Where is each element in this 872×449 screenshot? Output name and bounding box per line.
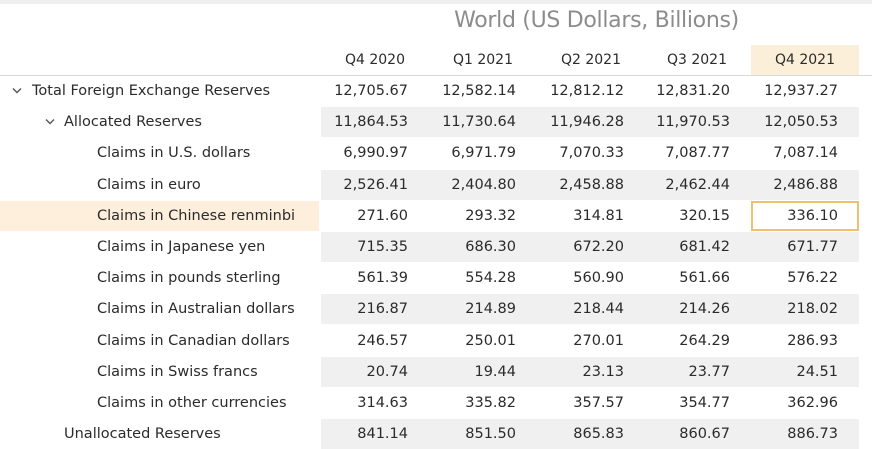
table-row: Claims in Japanese yen 715.35 686.30 672.20… bbox=[0, 232, 872, 262]
value-cell[interactable]: 11,864.53 bbox=[321, 107, 429, 138]
value-cell[interactable]: 271.60 bbox=[357, 207, 408, 224]
row-label: Unallocated Reserves bbox=[64, 426, 221, 443]
value-cell[interactable]: 314.63 bbox=[357, 395, 408, 411]
value-cell[interactable]: 214.89 bbox=[429, 294, 537, 325]
value-cell[interactable]: 2,462.44 bbox=[643, 169, 751, 200]
value-cell[interactable]: 246.57 bbox=[357, 332, 408, 349]
value-cell[interactable]: 12,705.67 bbox=[334, 83, 408, 99]
value-cell[interactable]: 7,087.14 bbox=[773, 145, 838, 162]
value-cell[interactable]: 293.32 bbox=[465, 207, 516, 224]
value-cell[interactable]: 561.39 bbox=[357, 270, 408, 287]
value-cell[interactable]: 681.42 bbox=[643, 232, 751, 262]
value-cell[interactable]: 20.74 bbox=[321, 356, 429, 387]
row-label: Claims in Swiss francs bbox=[97, 363, 258, 380]
row-label: Claims in pounds sterling bbox=[97, 270, 281, 287]
value-cell[interactable]: 841.14 bbox=[321, 419, 429, 449]
table-row: Claims in U.S. dollars 6,990.97 6,971.79 7,… bbox=[0, 138, 872, 168]
value-cell[interactable]: 851.50 bbox=[429, 419, 537, 449]
value-cell[interactable]: 560.90 bbox=[573, 270, 624, 287]
value-cell[interactable]: 320.15 bbox=[679, 207, 730, 224]
row-label: Claims in Canadian dollars bbox=[97, 332, 290, 349]
value-cell[interactable]: 561.66 bbox=[679, 270, 730, 287]
value-cell[interactable]: 19.44 bbox=[429, 356, 537, 387]
header-divider bbox=[0, 75, 872, 76]
row-label: Allocated Reserves bbox=[64, 114, 202, 131]
value-cell[interactable]: 860.67 bbox=[643, 419, 751, 449]
column-header-q4-2020[interactable]: Q4 2020 bbox=[344, 52, 405, 68]
value-cell[interactable]: 7,070.33 bbox=[559, 145, 624, 162]
column-header-q3-2021[interactable]: Q3 2021 bbox=[666, 52, 727, 68]
value-cell[interactable]: 2,458.88 bbox=[537, 169, 645, 200]
value-cell[interactable]: 362.96 bbox=[787, 395, 838, 411]
value-cell[interactable]: 2,404.80 bbox=[429, 169, 537, 200]
value-cell[interactable]: 12,812.12 bbox=[550, 83, 624, 99]
value-cell[interactable]: 218.44 bbox=[537, 294, 645, 325]
value-cell[interactable]: 218.02 bbox=[751, 294, 859, 325]
row-label: Claims in Australian dollars bbox=[97, 301, 295, 318]
value-cell[interactable]: 686.30 bbox=[429, 232, 537, 262]
value-cell[interactable]: 12,050.53 bbox=[751, 107, 859, 138]
table-row: Claims in other currencies 314.63 335.82 35… bbox=[0, 388, 872, 418]
table-row: Total Foreign Exchange Reserves 12,705.67… bbox=[0, 76, 872, 106]
row-label: Claims in other currencies bbox=[97, 395, 287, 411]
value-cell[interactable]: 314.81 bbox=[573, 207, 624, 224]
value-cell[interactable]: 7,087.77 bbox=[665, 145, 730, 162]
selected-cell[interactable]: 336.10 bbox=[751, 200, 859, 231]
table-row: Claims in Chinese renminbi 271.60 293.32 31… bbox=[0, 200, 872, 231]
value-cell[interactable]: 6,971.79 bbox=[451, 145, 516, 162]
value-cell[interactable]: 335.82 bbox=[465, 395, 516, 411]
table-row: Claims in Swiss francs 20.74 19.44 23.13 23.… bbox=[0, 356, 872, 387]
value-cell[interactable]: 357.57 bbox=[573, 395, 624, 411]
row-label: Claims in Chinese renminbi bbox=[97, 207, 296, 224]
value-cell[interactable]: 2,486.88 bbox=[751, 169, 859, 200]
table-row: Unallocated Reserves 841.14 851.50 865.83 86… bbox=[0, 419, 872, 449]
value-cell[interactable]: 354.77 bbox=[679, 395, 730, 411]
value-cell[interactable]: 554.28 bbox=[465, 270, 516, 287]
value-cell[interactable]: 11,946.28 bbox=[537, 107, 645, 138]
value-cell[interactable]: 23.13 bbox=[537, 356, 645, 387]
chevron-down-icon[interactable] bbox=[45, 107, 59, 137]
row-label: Total Foreign Exchange Reserves bbox=[32, 83, 271, 99]
value-cell[interactable]: 672.20 bbox=[537, 232, 645, 262]
value-cell[interactable]: 11,730.64 bbox=[429, 107, 537, 138]
value-cell[interactable]: 270.01 bbox=[573, 332, 624, 349]
value-cell[interactable]: 671.77 bbox=[751, 232, 859, 262]
value-cell[interactable]: 12,937.27 bbox=[764, 83, 838, 99]
table-title: World (US Dollars, Billions) bbox=[454, 8, 739, 33]
table-row: Allocated Reserves 11,864.53 11,730.64 11,9… bbox=[0, 107, 872, 138]
value-cell[interactable]: 23.77 bbox=[643, 356, 751, 387]
value-cell[interactable]: 12,831.20 bbox=[656, 83, 730, 99]
column-header-q1-2021[interactable]: Q1 2021 bbox=[452, 52, 513, 68]
value-cell[interactable]: 2,526.41 bbox=[321, 169, 429, 200]
table-row: Claims in pounds sterling 561.39 554.28 560… bbox=[0, 263, 872, 293]
value-cell[interactable]: 250.01 bbox=[465, 332, 516, 349]
value-cell[interactable]: 214.26 bbox=[643, 294, 751, 325]
value-cell[interactable]: 715.35 bbox=[321, 232, 429, 262]
value-cell[interactable]: 865.83 bbox=[537, 419, 645, 449]
value-cell[interactable]: 12,582.14 bbox=[442, 83, 516, 99]
value-cell[interactable]: 6,990.97 bbox=[343, 145, 408, 162]
column-header-q4-2021[interactable]: Q4 2021 bbox=[751, 45, 859, 75]
column-header-q2-2021[interactable]: Q2 2021 bbox=[560, 52, 621, 68]
chevron-down-icon[interactable] bbox=[12, 76, 26, 106]
table-row: Claims in Australian dollars 216.87 214.89… bbox=[0, 294, 872, 325]
row-label-cell[interactable] bbox=[0, 200, 319, 231]
table-row: Claims in euro 2,526.41 2,404.80 2,458.88 2,… bbox=[0, 169, 872, 200]
value-cell[interactable]: 11,970.53 bbox=[643, 107, 751, 138]
value-cell[interactable]: 886.73 bbox=[751, 419, 859, 449]
row-label: Claims in Japanese yen bbox=[97, 239, 266, 255]
row-label: Claims in euro bbox=[97, 176, 201, 193]
top-bar bbox=[0, 0, 872, 4]
value-cell[interactable]: 576.22 bbox=[787, 270, 838, 287]
value-cell[interactable]: 24.51 bbox=[751, 356, 859, 387]
value-cell[interactable]: 286.93 bbox=[787, 332, 838, 349]
value-cell[interactable]: 216.87 bbox=[321, 294, 429, 325]
value-cell[interactable]: 264.29 bbox=[679, 332, 730, 349]
row-label: Claims in U.S. dollars bbox=[97, 145, 251, 162]
table-row: Claims in Canadian dollars 246.57 250.01 27… bbox=[0, 326, 872, 356]
